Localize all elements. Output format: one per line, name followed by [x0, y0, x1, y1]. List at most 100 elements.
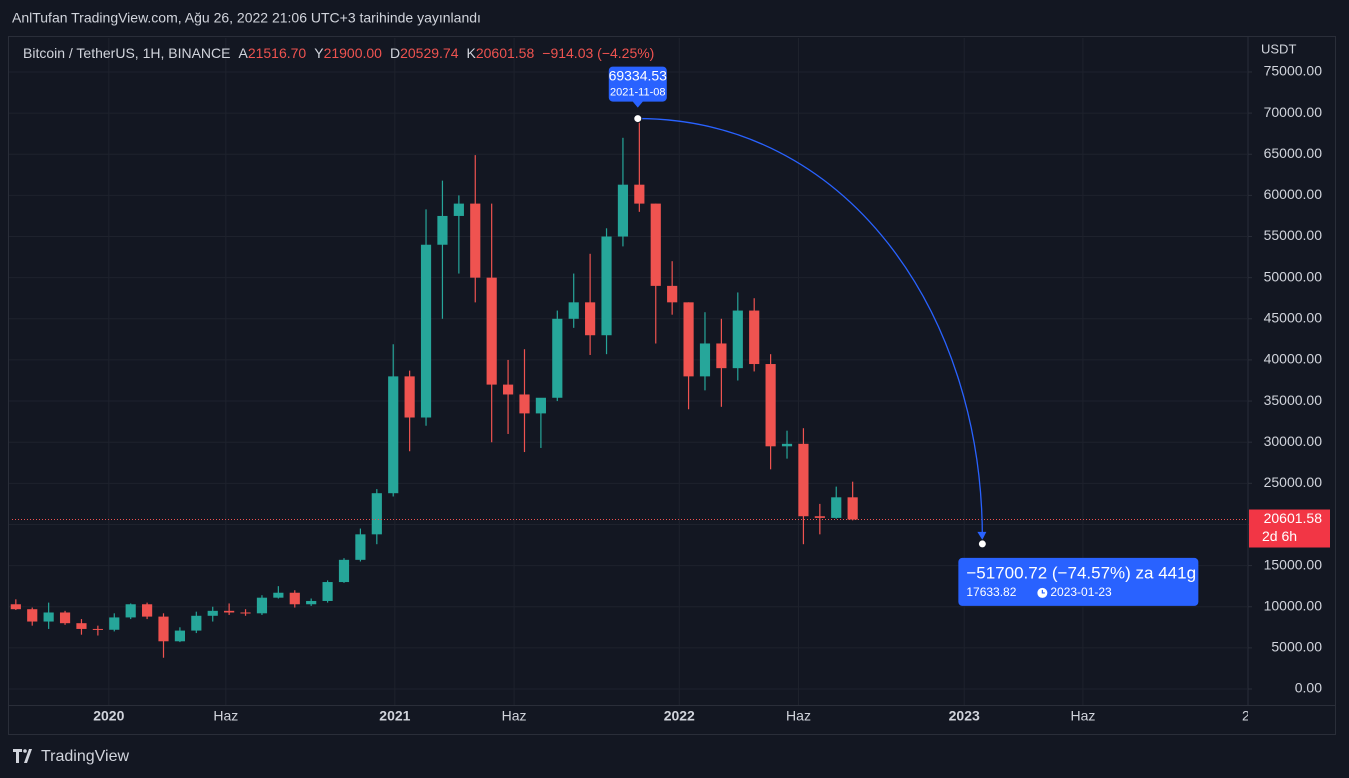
candle-body — [338, 559, 350, 583]
y-tick-label: 70000.00 — [1264, 104, 1323, 120]
candle-body — [256, 597, 268, 614]
logo-mark — [13, 749, 32, 763]
legend-text: A — [238, 45, 248, 61]
legend-text: Bitcoin / TetherUS, 1H, BINANCE — [23, 45, 230, 61]
x-tick-label: Haz — [502, 708, 527, 724]
legend-text: 20529.74 — [400, 45, 459, 61]
y-tick-label: 45000.00 — [1264, 309, 1323, 325]
y-tick-label: 55000.00 — [1264, 227, 1323, 243]
candle-body — [240, 612, 251, 614]
candle-body — [207, 610, 218, 616]
legend-text: 21516.70 — [248, 45, 307, 61]
y-tick-label: 0.00 — [1295, 680, 1322, 696]
price-unit: USDT — [1261, 41, 1296, 56]
x-tick-label: Haz — [213, 708, 238, 724]
candle-body — [486, 277, 497, 385]
candle-body — [683, 302, 694, 377]
publisher-line: AnlTufan TradingView.com, Ağu 26, 2022 2… — [12, 10, 481, 26]
end-price: 17633.82 — [966, 585, 1016, 599]
candle-body — [585, 302, 596, 336]
x-tick-label: 2022 — [664, 708, 695, 724]
y-tick-label: 60000.00 — [1264, 186, 1323, 202]
candle-body — [831, 497, 842, 518]
candle-body — [798, 443, 809, 517]
candle-body — [667, 285, 678, 303]
candle-body — [765, 364, 776, 447]
candle-body — [781, 443, 793, 447]
y-tick-label: 65000.00 — [1264, 145, 1323, 161]
plot-area: 2020Haz2021Haz2022Haz2023Haz2069334.5320… — [9, 38, 1258, 724]
candle-body — [634, 184, 645, 204]
candle-body — [322, 582, 333, 601]
countdown: 2d 6h — [1262, 528, 1297, 544]
candle-body — [27, 609, 38, 622]
candle-body — [437, 215, 448, 245]
legend-text: D — [390, 45, 400, 61]
axis-layer: 0.005000.0010000.0015000.0020000.0025000… — [1248, 63, 1330, 696]
start-callout — [608, 66, 667, 108]
candle-body — [142, 604, 153, 617]
candle-body — [289, 592, 300, 605]
candle-body — [224, 610, 235, 613]
candle-body — [470, 203, 481, 278]
candle-body — [43, 612, 54, 622]
candle-body — [519, 394, 530, 414]
candle-body — [699, 343, 711, 377]
price-axis — [1248, 37, 1335, 734]
x-tick-label: Haz — [786, 708, 811, 724]
projection-change: −51700.72 (−74.57%) za 441g — [966, 563, 1196, 582]
logo-dot — [23, 749, 27, 753]
header-legend: Bitcoin / TetherUS, 1H, BINANCE A21516.70… — [23, 45, 654, 61]
brand-name: TradingView — [41, 748, 129, 765]
candle-body — [601, 236, 612, 336]
candle-body — [650, 203, 661, 286]
candle-body — [371, 493, 382, 535]
candle-body — [732, 310, 743, 369]
candle-body — [10, 604, 21, 610]
candle-body — [749, 310, 760, 365]
candle-body — [814, 516, 825, 518]
start-price: 69334.53 — [609, 67, 668, 83]
y-tick-label: 75000.00 — [1264, 63, 1323, 79]
candle-body — [453, 203, 464, 216]
clock-hands — [1041, 589, 1045, 594]
candle-body — [535, 397, 546, 414]
y-tick-label: 5000.00 — [1271, 639, 1322, 655]
legend-text: 21900.00 — [324, 45, 383, 61]
y-tick-label: 15000.00 — [1264, 556, 1323, 572]
candle-body — [76, 623, 87, 629]
legend-text: Y — [314, 45, 324, 61]
y-tick-label: 35000.00 — [1264, 392, 1323, 408]
x-tick-label: Haz — [1070, 708, 1095, 724]
projection-arc — [637, 117, 984, 538]
symbol-legend: Bitcoin / TetherUS, 1H, BINANCE A21516.70… — [23, 45, 654, 61]
y-tick-label: 10000.00 — [1264, 597, 1323, 613]
candle-body — [716, 343, 727, 369]
candle-body — [158, 616, 169, 642]
candle-body — [552, 318, 563, 398]
x-tick-label: 2020 — [93, 708, 124, 724]
projection-arrowhead — [977, 531, 987, 540]
y-tick-label: 30000.00 — [1264, 433, 1323, 449]
candle-body — [306, 600, 317, 605]
candle-body — [502, 384, 514, 395]
candle-body — [617, 184, 629, 237]
last-price-badge — [1249, 509, 1330, 548]
end-callout — [958, 557, 1199, 606]
candle-body — [847, 497, 858, 520]
x-tick-label: 2021 — [379, 708, 410, 724]
candle-body — [125, 604, 136, 618]
legend-text: 20601.58 — [476, 45, 535, 61]
projection-end — [977, 539, 987, 549]
end-date: 2023-01-23 — [1050, 585, 1112, 599]
candle-body — [388, 376, 399, 494]
candle-body — [273, 592, 284, 598]
candle-body — [568, 302, 579, 319]
candle-body — [59, 612, 71, 624]
y-tick-label: 40000.00 — [1264, 351, 1323, 367]
brand-logo: TradingView — [13, 748, 129, 765]
y-tick-label: 25000.00 — [1264, 474, 1323, 490]
y-tick-label: 50000.00 — [1264, 268, 1323, 284]
